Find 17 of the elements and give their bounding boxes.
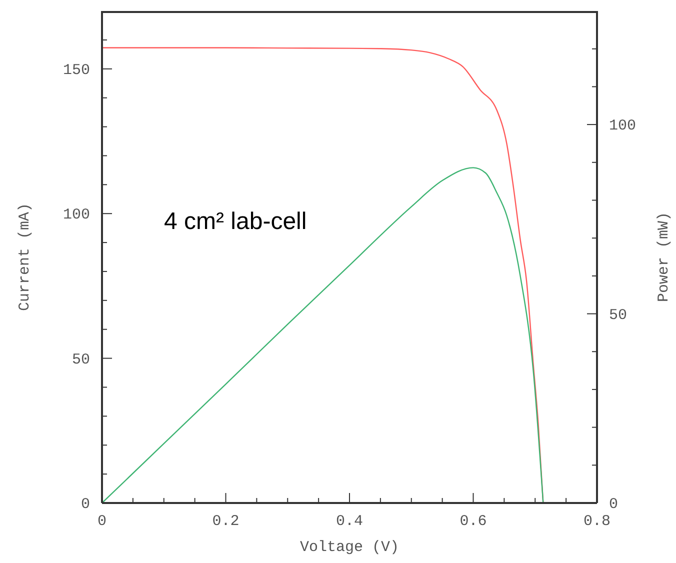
y2-tick-label: 0 (609, 496, 618, 513)
line-series (102, 167, 544, 503)
x-tick-label: 0.8 (583, 513, 611, 530)
x-axis-title: Voltage (V) (300, 539, 400, 556)
x-tick-label: 0.6 (460, 513, 487, 530)
y2-tick-label: 100 (609, 118, 636, 135)
y-axis-title: Current (mA) (16, 202, 34, 312)
annotation: 4 cm² lab-cell (164, 208, 307, 236)
x-tick-label: 0.4 (336, 513, 364, 530)
y2-axis-title: Power (mW) (656, 212, 672, 302)
x-tick-label: 0.2 (212, 513, 240, 530)
y-tick-label: 150 (62, 62, 90, 79)
y-tick-label: 0 (80, 496, 90, 513)
y-tick-label: 50 (72, 351, 90, 368)
x-tick-label: 0 (97, 513, 107, 530)
y2-tick-label: 50 (609, 306, 628, 324)
y-tick-label: 100 (62, 206, 90, 224)
